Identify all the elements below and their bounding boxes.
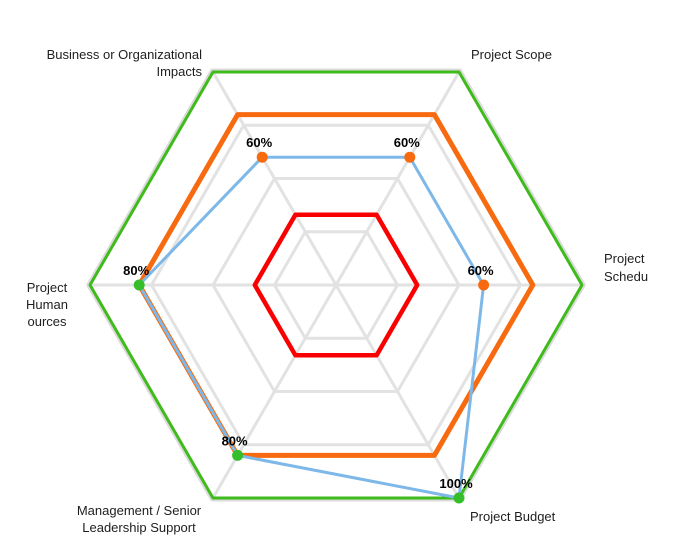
axis-label: Impacts — [156, 64, 202, 79]
data-point-marker — [453, 492, 465, 504]
axis-spoke — [211, 70, 338, 287]
axis-label: Project Scope — [471, 47, 552, 62]
data-point-marker — [232, 449, 244, 461]
axis-label: Management / Senior — [77, 503, 202, 518]
data-point-marker — [478, 279, 490, 291]
data-point-marker — [404, 151, 416, 163]
axis-label: Business or Organizational — [47, 47, 202, 62]
axis-spoke — [334, 70, 461, 287]
axis-label: Schedu — [604, 269, 648, 284]
data-point-label: 60% — [468, 263, 494, 278]
data-point-label: 80% — [123, 263, 149, 278]
axis-spoke — [211, 283, 338, 500]
data-point-marker — [133, 279, 145, 291]
series-red-threshold-ring — [252, 212, 420, 358]
data-point-marker — [256, 151, 268, 163]
data-point-label: 80% — [222, 433, 248, 448]
grid-outer-ring — [86, 68, 586, 502]
axis-label: Leadership Support — [82, 520, 196, 535]
axis-label: Human — [26, 297, 68, 312]
data-point-label: 100% — [439, 476, 473, 491]
axis-spoke — [334, 283, 461, 500]
data-point-label: 60% — [246, 135, 272, 150]
axis-label: Project — [604, 251, 645, 266]
axis-label: Project — [27, 280, 68, 295]
axis-label: ources — [27, 314, 67, 329]
axis-label: Project Budget — [470, 509, 556, 524]
data-point-label: 60% — [394, 135, 420, 150]
series-green-threshold-ring — [88, 70, 584, 500]
